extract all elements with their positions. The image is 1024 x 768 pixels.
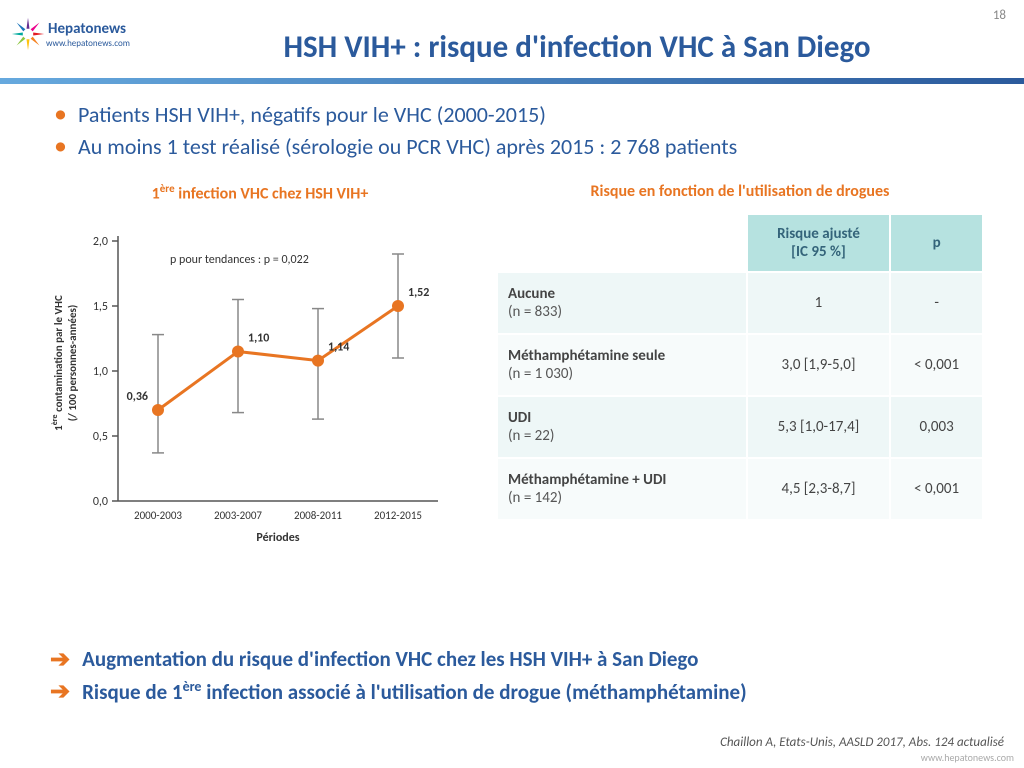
- chart-title: 1ère infection VHC chez HSH VIH+: [40, 182, 480, 203]
- conclusions: ➔ Augmentation du risque d'infection VHC …: [50, 646, 984, 710]
- chart-svg: 0,0 0,5 1,0 1,5 2,0 2000-2003 2003-2007 2008-20…: [40, 211, 470, 551]
- svg-text:0,36: 0,36: [127, 390, 148, 404]
- svg-text:0,0: 0,0: [93, 495, 108, 509]
- table-title: Risque en fonction de l'utilisation de d…: [496, 182, 984, 201]
- svg-text:0,5: 0,5: [93, 430, 108, 444]
- svg-text:2000-2003: 2000-2003: [134, 509, 182, 522]
- svg-text:Périodes: Périodes: [256, 531, 299, 545]
- bullet-item: Patients HSH VIH+, négatifs pour le VHC …: [50, 100, 984, 130]
- svg-text:2012-2015: 2012-2015: [374, 509, 422, 522]
- svg-text:2,0: 2,0: [93, 235, 108, 249]
- arrow-right-icon: ➔: [50, 680, 70, 704]
- conclusion-text: Augmentation du risque d'infection VHC c…: [82, 646, 698, 673]
- svg-text:1,52: 1,52: [408, 286, 429, 300]
- svg-text:2003-2007: 2003-2007: [214, 509, 262, 522]
- svg-text:1,5: 1,5: [93, 300, 108, 314]
- conclusion-text: Risque de 1ère infection associé à l'uti…: [82, 678, 747, 706]
- table-row: Aucune(n = 833)1-: [497, 272, 983, 334]
- conclusion-line: ➔ Augmentation du risque d'infection VHC …: [50, 646, 984, 673]
- table-header: Risque ajusté[IC 95 %]: [747, 214, 890, 272]
- table-row: UDI(n = 22)5,3 [1,0-17,4]0,003: [497, 396, 983, 458]
- logo: Hepatonews www.hepatonews.com: [10, 12, 120, 62]
- svg-text:2008-2011: 2008-2011: [294, 509, 342, 522]
- title-underline: [0, 78, 1024, 84]
- page-title: HSH VIH+ : risque d'infection VHC à San …: [170, 28, 984, 66]
- svg-text:1ère contamination par le VHC: 1ère contamination par le VHC: [50, 295, 65, 431]
- table-panel: Risque en fonction de l'utilisation de d…: [496, 182, 984, 648]
- table-row: Méthamphétamine + UDI(n = 142)4,5 [2,3-8…: [497, 458, 983, 520]
- svg-text:1,0: 1,0: [93, 365, 108, 379]
- conclusion-line: ➔ Risque de 1ère infection associé à l'ut…: [50, 678, 984, 706]
- logo-burst-icon: [10, 16, 46, 52]
- logo-url: www.hepatonews.com: [46, 38, 130, 49]
- risk-table: Risque ajusté[IC 95 %]pAucune(n = 833)1-…: [496, 213, 984, 521]
- svg-text:(/ 100 personnes-années): (/ 100 personnes-années): [66, 305, 79, 422]
- table-row: Méthamphétamine seule(n = 1 030)3,0 [1,9…: [497, 334, 983, 396]
- svg-text:1,10: 1,10: [248, 332, 269, 346]
- table-header: [497, 214, 747, 272]
- table-header: p: [890, 214, 983, 272]
- page-number: 18: [993, 8, 1006, 23]
- footer-url: www.hepatonews.com: [921, 751, 1014, 764]
- bullet-list: Patients HSH VIH+, négatifs pour le VHC …: [50, 100, 984, 163]
- chart-panel: 1ère infection VHC chez HSH VIH+ 0,0 0,5 1…: [40, 182, 480, 648]
- svg-text:1,14: 1,14: [328, 341, 349, 355]
- bullet-item: Au moins 1 test réalisé (sérologie ou PC…: [50, 132, 984, 162]
- citation: Chaillon A, Etats-Unis, AASLD 2017, Abs.…: [720, 735, 1004, 750]
- logo-text: Hepatonews: [48, 20, 126, 38]
- svg-text:p pour tendances : p = 0,022: p pour tendances : p = 0,022: [170, 253, 309, 267]
- arrow-right-icon: ➔: [50, 648, 70, 672]
